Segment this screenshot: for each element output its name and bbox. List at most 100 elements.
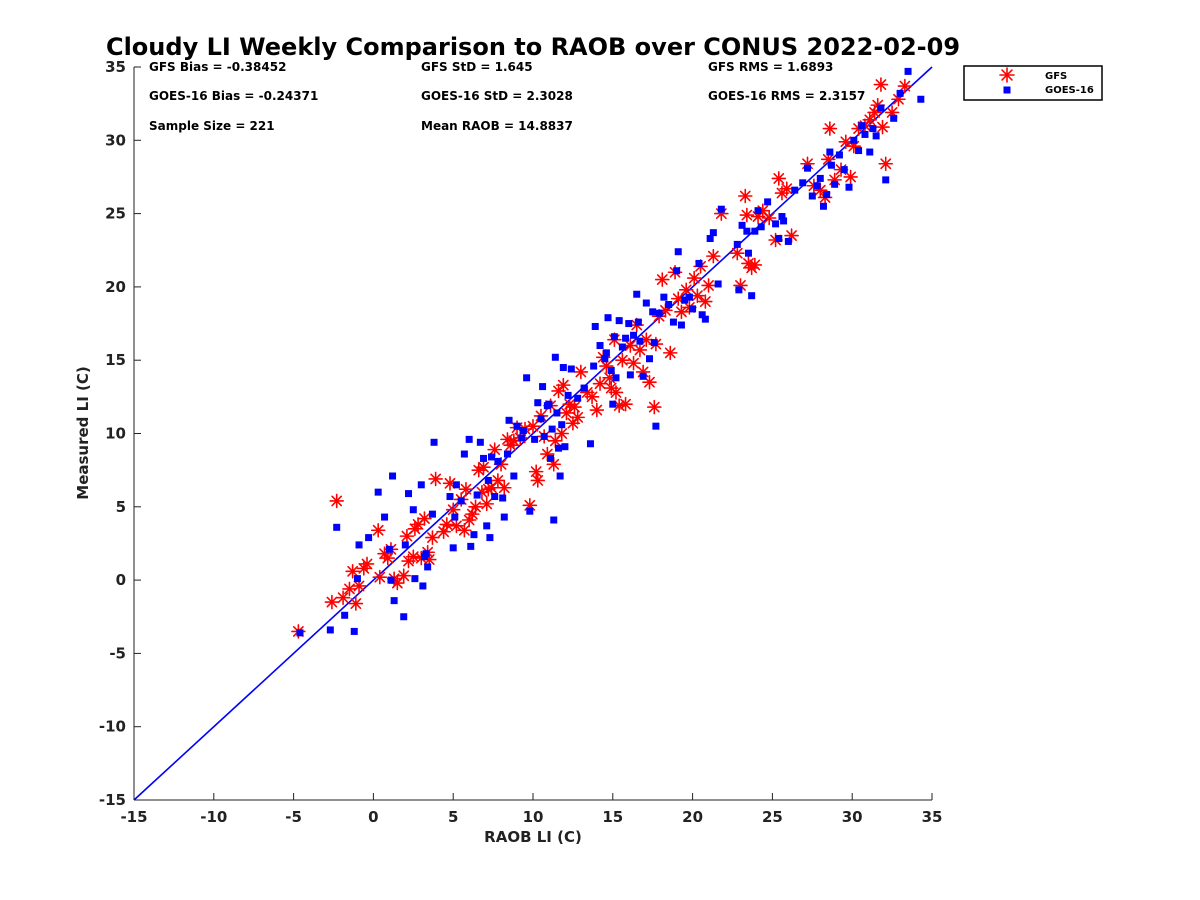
goes-16-point bbox=[751, 227, 759, 235]
gfs-point bbox=[342, 581, 357, 597]
goes-16-point bbox=[480, 454, 488, 462]
goes-16-point bbox=[813, 182, 821, 190]
goes-16-point bbox=[449, 544, 457, 552]
goes-16-point bbox=[738, 221, 746, 229]
goes-16-point bbox=[500, 513, 508, 521]
x-tick-label: 25 bbox=[762, 808, 783, 826]
goes-16-point bbox=[735, 286, 743, 294]
gfs-point bbox=[439, 517, 455, 532]
y-tick-label: 30 bbox=[105, 131, 126, 149]
goes-16-point bbox=[701, 315, 709, 323]
gfs-point bbox=[458, 481, 474, 497]
legend-goes-16-marker bbox=[1003, 86, 1011, 94]
goes-16-point bbox=[457, 497, 465, 505]
gfs-point bbox=[862, 112, 878, 128]
goes-16-point bbox=[816, 174, 824, 182]
goes-16-point bbox=[494, 457, 502, 465]
goes-16-point bbox=[896, 89, 904, 97]
goes-16-point bbox=[446, 493, 454, 501]
goes-16-point bbox=[772, 220, 780, 228]
goes-16-point bbox=[389, 472, 397, 480]
goes-16-point bbox=[374, 488, 382, 496]
x-tick-label: 0 bbox=[368, 808, 378, 826]
gfs-point bbox=[556, 377, 571, 393]
goes-16-point bbox=[365, 534, 373, 542]
goes-16-point bbox=[503, 450, 511, 458]
goes-16-point bbox=[850, 136, 858, 144]
goes-16-point bbox=[558, 421, 566, 429]
goes-16-point bbox=[799, 179, 807, 187]
goes-16-point bbox=[827, 161, 835, 169]
goes-16-point bbox=[488, 453, 496, 461]
legend-gfs-marker bbox=[999, 67, 1015, 83]
goes-16-point bbox=[845, 183, 853, 191]
gfs-point bbox=[779, 181, 795, 196]
goes-16-point bbox=[537, 415, 545, 423]
x-axis-ticks: -15 -10 -5 0 5 10 15 20 25 30 35 bbox=[120, 793, 942, 826]
x-tick-label: -10 bbox=[200, 808, 227, 826]
goes-16-point bbox=[610, 333, 618, 341]
goes-16-point bbox=[548, 425, 556, 433]
goes-16-point bbox=[523, 374, 531, 382]
goes-16-point bbox=[473, 491, 481, 499]
gfs-point bbox=[335, 590, 351, 605]
goes-16-point bbox=[695, 259, 703, 267]
goes-16-point bbox=[674, 248, 682, 256]
gfs-point bbox=[476, 459, 491, 475]
mean-raob-text: Mean RAOB = 14.8837 bbox=[421, 119, 573, 133]
y-axis-ticks: -15 -10 -5 0 5 10 15 20 25 30 35 bbox=[99, 58, 141, 809]
goes-16-point bbox=[630, 331, 638, 339]
goes-bias-text: GOES-16 Bias = -0.24371 bbox=[149, 89, 318, 103]
goes-16-point bbox=[467, 542, 475, 550]
gfs-point bbox=[878, 156, 894, 172]
goes-16-point bbox=[419, 582, 427, 590]
goes-16-point bbox=[743, 227, 751, 235]
goes-16-point bbox=[689, 305, 697, 313]
one-to-one-line bbox=[133, 66, 933, 801]
goes-16-point bbox=[607, 366, 615, 374]
goes-16-point bbox=[819, 202, 827, 210]
goes-16-point bbox=[784, 237, 792, 245]
goes-16-point bbox=[526, 507, 534, 515]
goes-16-point bbox=[615, 317, 623, 325]
goes-16-point bbox=[778, 213, 786, 221]
goes-16-point bbox=[872, 132, 880, 140]
gfs-point bbox=[570, 410, 585, 425]
gfs-point bbox=[525, 418, 541, 434]
goes-16-point bbox=[561, 443, 569, 451]
gfs-point bbox=[875, 119, 890, 135]
gfs-point bbox=[615, 352, 630, 368]
goes-16-point bbox=[350, 627, 358, 635]
gfs-std-text: GFS StD = 1.645 bbox=[421, 60, 533, 74]
stats-annotations: GFS Bias = -0.38452 GOES-16 Bias = -0.24… bbox=[149, 60, 865, 133]
gfs-point bbox=[822, 121, 838, 136]
goes-16-point bbox=[855, 147, 863, 155]
y-axis-label: Measured LI (C) bbox=[74, 366, 92, 499]
goes-16-point bbox=[665, 300, 673, 308]
goes-16-point bbox=[826, 148, 834, 156]
goes-16-point bbox=[917, 95, 925, 103]
goes-16-point bbox=[757, 223, 765, 231]
gfs-point bbox=[528, 464, 544, 479]
goes-16-point bbox=[626, 371, 634, 379]
goes-16-point bbox=[840, 166, 848, 174]
goes-16-point bbox=[636, 337, 644, 345]
goes-16-point bbox=[604, 314, 612, 322]
gfs-point bbox=[771, 171, 787, 186]
goes-16-point bbox=[649, 308, 657, 316]
y-tick-label: -10 bbox=[99, 718, 126, 736]
goes-16-point bbox=[465, 435, 473, 443]
gfs-point bbox=[417, 511, 432, 526]
gfs-point bbox=[396, 568, 412, 584]
gfs-point bbox=[530, 473, 546, 488]
gfs-point bbox=[654, 272, 670, 287]
goes-16-point bbox=[612, 374, 620, 382]
goes-16-point bbox=[602, 349, 610, 357]
gfs-point bbox=[608, 385, 624, 400]
goes-16-point bbox=[483, 522, 491, 530]
goes-16-point bbox=[804, 164, 812, 172]
gfs-point bbox=[618, 396, 633, 412]
goes-16-point bbox=[355, 541, 363, 549]
gfs-point bbox=[701, 278, 716, 293]
gfs-point bbox=[345, 564, 360, 579]
